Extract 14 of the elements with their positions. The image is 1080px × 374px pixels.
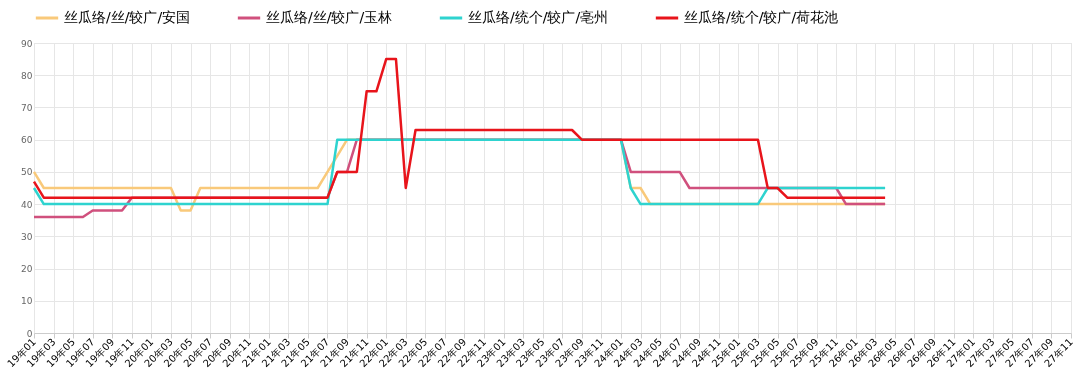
legend-label: 丝瓜络/丝/较广/玉林	[266, 9, 393, 25]
y-tick-label: 80	[21, 70, 33, 81]
y-tick-label: 10	[21, 296, 33, 307]
y-tick-label: 90	[21, 38, 33, 49]
y-tick-label: 0	[26, 328, 33, 339]
legend-label: 丝瓜络/统个/较广/荷花池	[684, 9, 839, 25]
y-tick-label: 50	[21, 167, 33, 178]
y-tick-label: 20	[21, 264, 33, 275]
y-tick-label: 70	[21, 102, 33, 113]
legend-label: 丝瓜络/丝/较广/安国	[64, 9, 191, 25]
legend-label: 丝瓜络/统个/较广/亳州	[468, 9, 609, 25]
y-tick-label: 30	[21, 231, 33, 242]
y-tick-label: 40	[21, 199, 33, 210]
y-tick-label: 60	[21, 135, 33, 146]
